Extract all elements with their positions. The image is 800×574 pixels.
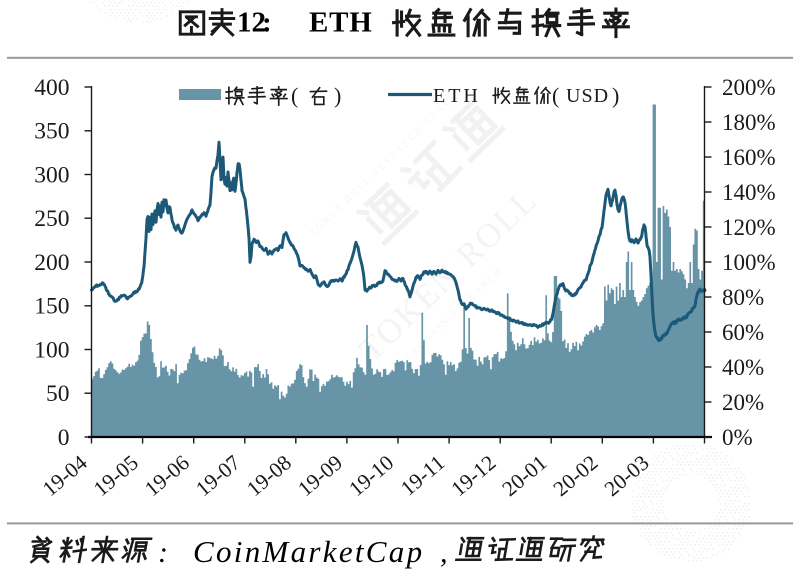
svg-text:200%: 200% xyxy=(722,75,776,100)
svg-text:300: 300 xyxy=(34,162,69,188)
svg-text::: : xyxy=(262,7,272,39)
svg-text:CoinMarketCap: CoinMarketCap xyxy=(193,534,424,569)
svg-text:12: 12 xyxy=(237,7,266,39)
svg-text::: : xyxy=(158,536,168,569)
svg-text:100%: 100% xyxy=(722,250,776,275)
svg-text:140%: 140% xyxy=(722,180,776,205)
svg-text:80%: 80% xyxy=(722,285,764,310)
svg-text:ETH: ETH xyxy=(433,85,481,107)
svg-text:): ) xyxy=(334,83,341,108)
svg-text:100: 100 xyxy=(34,337,69,363)
svg-text:350: 350 xyxy=(34,119,69,145)
svg-text:): ) xyxy=(612,83,619,108)
svg-text:250: 250 xyxy=(34,206,69,232)
svg-text:40%: 40% xyxy=(722,355,764,380)
svg-text:160%: 160% xyxy=(722,145,776,170)
svg-text:50: 50 xyxy=(46,381,70,407)
svg-text:120%: 120% xyxy=(722,215,776,240)
svg-text:150: 150 xyxy=(34,294,69,320)
svg-text:180%: 180% xyxy=(722,110,776,135)
svg-text:200: 200 xyxy=(34,250,69,276)
svg-text:0: 0 xyxy=(58,425,70,451)
svg-text:400: 400 xyxy=(34,75,69,101)
svg-text:(: ( xyxy=(552,83,559,108)
svg-text:ETH: ETH xyxy=(309,7,373,39)
svg-text:USD: USD xyxy=(566,85,609,107)
svg-text:60%: 60% xyxy=(722,320,764,345)
svg-text:(: ( xyxy=(291,83,298,108)
svg-text:0%: 0% xyxy=(722,425,753,450)
svg-text:20%: 20% xyxy=(722,390,764,415)
svg-text:,: , xyxy=(440,536,448,569)
